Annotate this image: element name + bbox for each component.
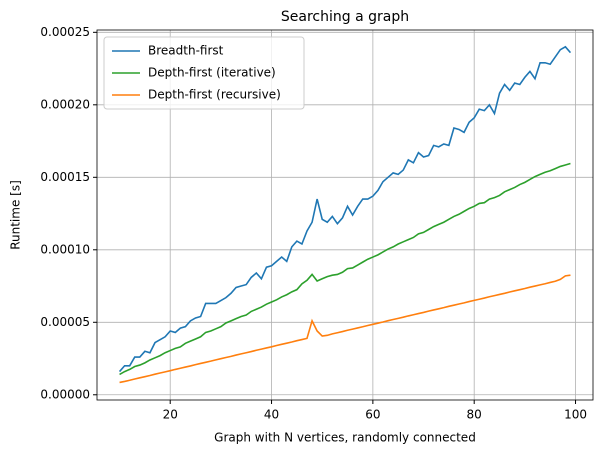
legend-label: Depth-first (iterative) (148, 66, 276, 80)
x-tick-label: 60 (365, 408, 380, 422)
legend-label: Breadth-first (148, 44, 224, 58)
y-tick-label: 0.00010 (40, 242, 90, 256)
y-tick-label: 0.00000 (40, 387, 90, 401)
data-line (118, 45, 572, 373)
x-tick-label: 20 (163, 408, 178, 422)
x-tick-label: 40 (264, 408, 279, 422)
x-tick-label: 100 (564, 408, 587, 422)
plot-frame (96, 29, 594, 401)
y-axis-label: Runtime [s] (9, 180, 23, 250)
x-tick-label: 80 (467, 408, 482, 422)
y-tick-label: 0.00025 (40, 25, 90, 39)
data-line (119, 162, 571, 376)
x-axis-label: Graph with N vertices, randomly connecte… (214, 431, 476, 445)
data-line (119, 274, 571, 384)
y-tick-label: 0.00005 (40, 315, 90, 329)
y-tick-label: 0.00015 (40, 170, 90, 184)
chart-title: Searching a graph (281, 9, 409, 25)
legend-label: Depth-first (recursive) (148, 88, 281, 102)
y-tick-label: 0.00020 (40, 97, 90, 111)
legend-box (103, 36, 305, 110)
